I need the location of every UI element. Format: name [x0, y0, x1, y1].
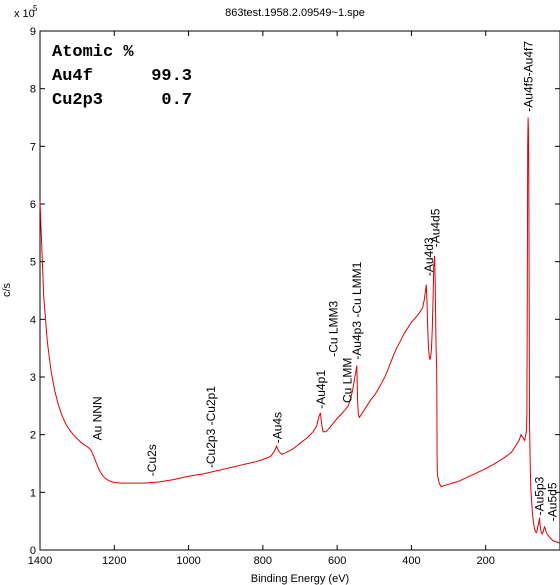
atomic-row-element: Au4f	[52, 67, 93, 86]
y-tick-label: 3	[30, 372, 36, 384]
y-tick-label: 8	[30, 84, 36, 96]
peak-label: -Au4d3	[422, 237, 436, 276]
peak-label: -Au4f5-Au4f7	[521, 41, 535, 112]
peak-label: -Au4p1	[314, 370, 328, 409]
x-tick-label: 400	[402, 555, 420, 567]
peak-label: -Au4p3 -Cu LMM1	[350, 261, 364, 359]
chart-title: 863test.1958.2.09549~1.spe	[225, 7, 365, 19]
x-tick-label: 800	[254, 555, 272, 567]
y-tick-label: 7	[30, 141, 36, 153]
spectrum-line	[39, 117, 560, 544]
peak-label: -Cu2p3 -Cu2p1	[204, 386, 218, 468]
atomic-row-element: Cu2p3	[52, 91, 103, 110]
y-tick-label: 5	[30, 257, 36, 269]
peak-label: Cu LMM	[341, 358, 355, 403]
y-axis-label: c/s	[1, 282, 13, 297]
y-tick-label: 9	[30, 26, 36, 38]
peak-label: -Au4s	[271, 412, 285, 443]
atomic-row-value: 99.3	[151, 67, 192, 86]
peak-label: -Cu2s	[145, 444, 159, 476]
plot-frame	[39, 30, 560, 551]
y-tick-label: 2	[30, 430, 36, 442]
series-layer	[39, 117, 560, 544]
y-axis-multiplier: x 10 5	[14, 4, 38, 20]
atomic-percent-table: Atomic % Au4f 99.3 Cu2p3 0.7	[52, 43, 192, 110]
x-tick-label: 1400	[28, 555, 52, 567]
y-axis-ticks: 0 1 2 3 4 5 6 7 8 9	[30, 26, 560, 557]
x-tick-label: 1200	[102, 555, 126, 567]
atomic-table-title: Atomic %	[52, 43, 134, 62]
peak-label: Au NNN	[91, 396, 105, 440]
x-tick-label: 600	[328, 555, 346, 567]
y-tick-label: 6	[30, 199, 36, 211]
peak-labels: Au NNN -Cu2s -Cu2p3 -Cu2p1 -Au4s -Au4p1 -Cu L…	[91, 41, 560, 522]
y-tick-label: 0	[30, 545, 36, 557]
x-axis-ticks: 1400 1200 1000 800 600 400 200	[28, 31, 495, 567]
peak-label: -Au5d5	[546, 482, 560, 521]
atomic-row-value: 0.7	[161, 91, 192, 110]
y-tick-label: 4	[30, 314, 36, 326]
x-tick-label: 200	[477, 555, 495, 567]
y-multiplier-exponent: 5	[33, 4, 38, 13]
peak-label: -Au4d5	[429, 208, 443, 247]
peak-label: -Au5p3	[533, 476, 547, 515]
y-tick-label: 1	[30, 487, 36, 499]
peak-label: -Cu LMM3	[326, 300, 340, 356]
x-tick-label: 1000	[176, 555, 200, 567]
y-multiplier-text: x 10	[14, 8, 35, 20]
x-axis-label: Binding Energy (eV)	[251, 573, 349, 585]
